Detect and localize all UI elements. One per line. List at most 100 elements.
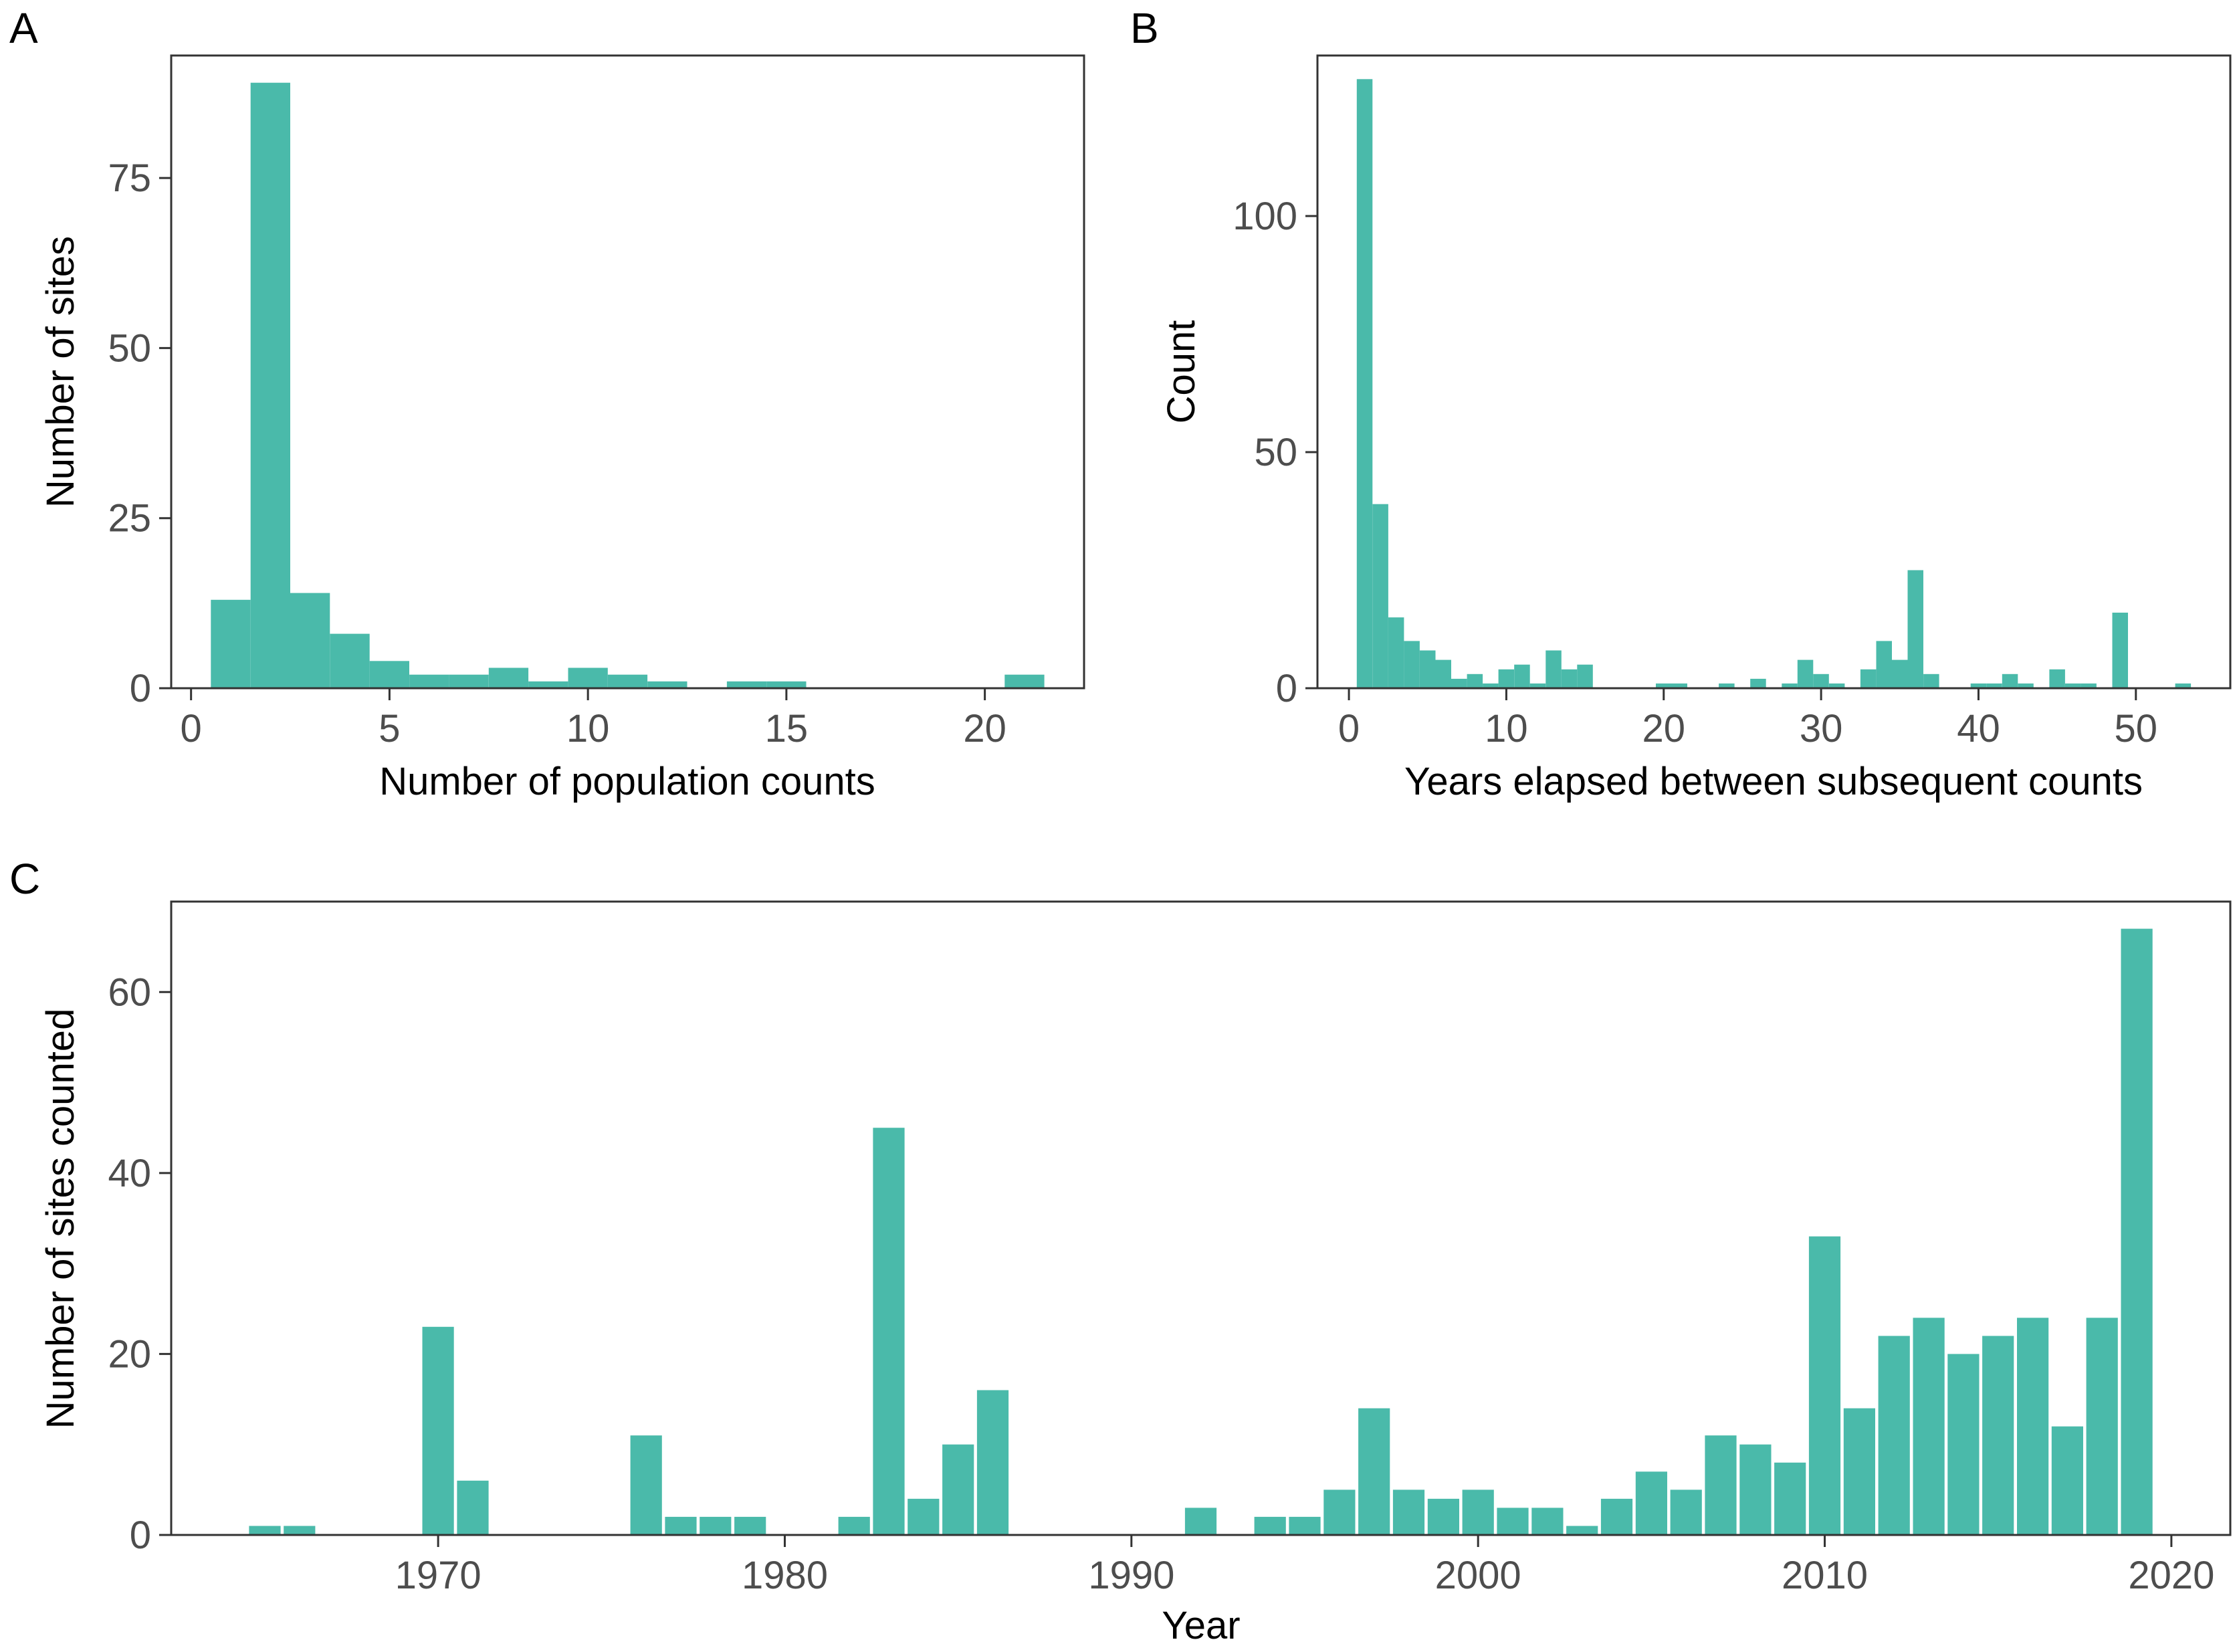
panel-a-x-tick-label: 5 — [379, 707, 400, 750]
panel-a-bar-21 — [1004, 674, 1045, 688]
panel-b-x-tick-label: 50 — [2115, 707, 2158, 750]
panel-b-x-tick-label: 0 — [1338, 707, 1360, 750]
panel-a-y-axis-title: Number of sites — [39, 236, 82, 508]
panel-c-x-axis-title: Year — [1162, 1604, 1240, 1647]
panel-b-x-tick-label: 20 — [1642, 707, 1686, 750]
panel-b-bar-35 — [1892, 659, 1908, 688]
panel-c-bar-2009 — [1774, 1462, 1806, 1535]
panel-c-y-tick-label: 0 — [130, 1514, 151, 1557]
panel-b-bar-34 — [1876, 641, 1892, 688]
panel-a-frame — [170, 54, 1085, 690]
panel-c-bar-1966 — [284, 1526, 316, 1535]
panel-b-bar-6 — [1435, 659, 1451, 688]
panel-b-bar-31 — [1828, 683, 1845, 688]
panel-a-y-tick-label: 50 — [108, 326, 151, 370]
panel-b-bars — [1356, 79, 2192, 689]
panel-b-bar-13 — [1545, 650, 1562, 688]
panel-a-bar-2 — [250, 82, 290, 688]
panel-b-y-tick-label: 100 — [1233, 195, 1297, 238]
panel-b-bar-53 — [2175, 683, 2192, 688]
panel-c-bar-1978 — [700, 1516, 732, 1535]
panel-c-bar-1984 — [908, 1498, 940, 1535]
panel-c-bar-1994 — [1254, 1516, 1286, 1535]
panel-c-bar-2014 — [1947, 1354, 1980, 1535]
panel-c-y-tick-label: 60 — [108, 970, 151, 1014]
panel-c-y-tick-label: 40 — [108, 1152, 151, 1195]
panel-a-bar-7 — [449, 674, 489, 688]
panel-b-bar-11 — [1514, 664, 1530, 688]
panel-b-bar-40 — [1970, 683, 1987, 688]
panel-a-y-tick-label: 75 — [108, 157, 151, 200]
panel-b-x-axis-title: Years elapsed between subsequent counts — [1404, 760, 2143, 803]
panel-c-y-axis-title: Number of sites counted — [39, 1009, 82, 1429]
panel-b-ticks: 0 10 20 30 40 50 0 50 100 — [1233, 195, 2157, 750]
panel-a-x-tick-label: 15 — [765, 707, 809, 750]
panel-b-bar-5 — [1420, 650, 1436, 688]
panel-b-bar-9 — [1483, 683, 1499, 688]
panel-b-bar-24 — [1719, 683, 1735, 688]
panel-a-x-axis-title: Number of population counts — [379, 760, 875, 803]
panel-b-y-tick-label: 50 — [1254, 431, 1297, 474]
panel-c: C 1970 1980 1990 2000 2010 2020 0 20 40 60 Year N… — [9, 855, 2232, 1647]
panel-a-bar-9 — [528, 681, 568, 688]
panel-c-bar-1965 — [249, 1526, 281, 1535]
panel-b-x-tick-label: 40 — [1957, 707, 2000, 750]
panel-c-bar-1971 — [457, 1480, 489, 1535]
panel-c-bar-1979 — [734, 1516, 766, 1535]
panel-c-x-tick-label: 1970 — [395, 1554, 482, 1597]
panel-c-bar-1985 — [942, 1444, 974, 1535]
panel-b-bar-12 — [1529, 683, 1546, 688]
panel-b-bar-33 — [1860, 669, 1877, 688]
panel-b-bar-28 — [1782, 683, 1798, 688]
panel-c-bar-1983 — [873, 1128, 905, 1535]
panel-a-bar-15 — [766, 681, 807, 688]
panel-b-bar-43 — [2018, 683, 2034, 688]
panel-b-bar-42 — [2002, 674, 2018, 688]
panel-c-bar-1998 — [1392, 1489, 1425, 1535]
panel-b-bar-47 — [2081, 683, 2097, 688]
panel-b-bar-15 — [1577, 664, 1593, 688]
panel-c-bar-1996 — [1323, 1489, 1356, 1535]
panel-a-bar-8 — [488, 667, 529, 688]
panel-c-bar-1992 — [1184, 1508, 1217, 1535]
panel-c-bar-1999 — [1427, 1498, 1459, 1535]
panel-b-bar-29 — [1797, 659, 1814, 688]
panel-c-ticks: 1970 1980 1990 2000 2010 2020 0 20 40 60 — [108, 970, 2214, 1597]
panel-c-bar-2017 — [2051, 1426, 2083, 1535]
panel-b-bar-45 — [2049, 669, 2065, 688]
panel-a-ticks: 0 5 10 15 20 0 25 50 75 — [108, 157, 1006, 750]
panel-c-bars — [249, 928, 2153, 1535]
panel-c-bar-2008 — [1739, 1444, 1772, 1535]
panel-b-bar-10 — [1498, 669, 1515, 688]
panel-b-x-tick-label: 30 — [1800, 707, 1843, 750]
panel-a-bar-6 — [409, 674, 449, 688]
panel-c-x-tick-label: 2010 — [1782, 1554, 1868, 1597]
panel-a-bars — [211, 82, 1045, 688]
panel-b-x-tick-label: 10 — [1485, 707, 1528, 750]
panel-a-x-tick-label: 10 — [566, 707, 610, 750]
panel-c-bar-1997 — [1358, 1408, 1390, 1535]
panel-a-bar-4 — [330, 633, 370, 688]
panel-a-x-tick-label: 20 — [963, 707, 1006, 750]
panel-c-bar-1970 — [422, 1326, 454, 1535]
panel-c-bar-1995 — [1289, 1516, 1321, 1535]
panel-c-bar-1977 — [665, 1516, 697, 1535]
panel-a-bar-10 — [568, 667, 608, 688]
panel-a-bar-1 — [211, 599, 251, 688]
panel-c-y-tick-label: 20 — [108, 1332, 151, 1376]
panel-c-bar-2011 — [1843, 1408, 1875, 1535]
panel-a: A 0 5 10 15 20 0 25 50 75 Number of population c… — [9, 4, 1085, 803]
panel-b-letter: B — [1130, 4, 1159, 52]
panel-c-bar-2013 — [1913, 1318, 1945, 1535]
panel-b-bar-2 — [1372, 504, 1388, 688]
panel-b-bar-7 — [1451, 678, 1467, 688]
panel-b-bar-37 — [1923, 674, 1939, 688]
panel-c-bar-2003 — [1566, 1526, 1598, 1535]
panel-c-bar-2019 — [2121, 928, 2153, 1535]
panel-b-y-axis-title: Count — [1160, 320, 1203, 424]
panel-b-bar-8 — [1467, 674, 1483, 688]
panel-b-y-tick-label: 0 — [1276, 667, 1297, 710]
panel-a-letter: A — [9, 4, 38, 52]
panel-c-bar-2005 — [1635, 1471, 1667, 1535]
